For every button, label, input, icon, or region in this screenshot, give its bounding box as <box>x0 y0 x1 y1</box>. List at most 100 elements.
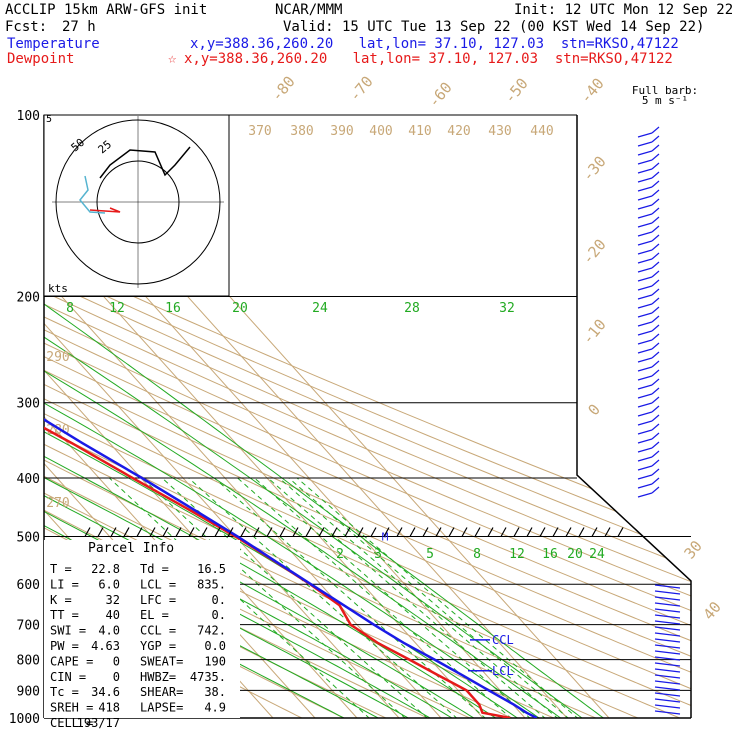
parcel-info-value: 4.0 <box>98 624 120 638</box>
isotherm-label: 40 <box>699 598 724 623</box>
wind-barb-500 <box>162 527 169 537</box>
wind-barb <box>654 632 681 637</box>
isotherm-label: -70 <box>346 73 377 105</box>
wind-barb-flag <box>651 423 660 431</box>
isotherm-label: 30 <box>680 537 705 562</box>
wind-barb-500 <box>539 527 546 537</box>
wind-barb-flag <box>651 144 660 152</box>
wind-barb-500 <box>383 527 390 537</box>
wind-barb <box>654 608 681 613</box>
wind-barb-500 <box>474 527 481 537</box>
wind-barb <box>637 411 653 417</box>
wind-barb-500 <box>305 527 312 537</box>
parcel-info-value: 418 <box>98 701 120 715</box>
wind-barb-flag <box>651 432 660 440</box>
wind-barb <box>637 474 653 480</box>
wind-barb-500 <box>84 527 91 537</box>
wind-barb-500 <box>448 527 455 537</box>
wind-barb-flag <box>651 270 660 278</box>
hodograph-unit-label: kts <box>48 282 68 295</box>
wind-barb <box>654 614 681 619</box>
parcel-info-value: 742. <box>197 624 226 638</box>
wind-barb <box>654 620 681 625</box>
isotherm-label: -50 <box>501 75 532 107</box>
wind-barb <box>637 204 653 210</box>
dry-adiabat-line <box>44 115 328 718</box>
wind-barb-500 <box>110 527 117 537</box>
wind-barb-flag <box>651 171 660 179</box>
wind-barb <box>637 402 653 408</box>
wind-barb <box>637 321 653 327</box>
wind-barb-500 <box>591 527 598 537</box>
wind-barb <box>637 366 653 372</box>
wind-barb-flag <box>651 216 660 224</box>
parcel-info-box <box>44 540 240 718</box>
wind-barb-500 <box>149 527 156 537</box>
theta-label: 440 <box>530 124 553 139</box>
mixing-ratio-label: 16 <box>165 301 181 316</box>
wind-barb <box>637 141 653 147</box>
wind-barb <box>637 249 653 255</box>
isotherm-label: -10 <box>579 316 610 348</box>
wind-barb-500 <box>370 527 377 537</box>
wind-barb-flag <box>651 162 660 170</box>
wind-barb <box>637 276 653 282</box>
parcel-info-value: 6.0 <box>98 577 120 591</box>
isotherm-label: -30 <box>579 153 610 185</box>
wind-barb <box>637 231 653 237</box>
wind-barb-flag <box>651 135 660 143</box>
pressure-tick-label: 200 <box>17 291 40 306</box>
wind-barb-500 <box>279 527 286 537</box>
wind-barb <box>637 483 653 489</box>
wind-barb-500 <box>123 527 130 537</box>
wind-barb <box>654 686 681 691</box>
wind-barb <box>654 650 681 655</box>
parcel-info-key: SREH = <box>50 701 93 715</box>
mixing-ratio-label: 24 <box>312 301 328 316</box>
temperature-profile-line <box>44 418 538 718</box>
pressure-tick-label: 100 <box>17 109 40 124</box>
hodograph-box <box>43 114 230 297</box>
parcel-info-key: T = <box>50 562 72 576</box>
wind-barb-500 <box>214 527 221 537</box>
wind-barb-500 <box>422 527 429 537</box>
parcel-info-value: 16.5 <box>197 562 226 576</box>
wind-barb-flag <box>651 333 660 341</box>
parcel-info-title: Parcel Info <box>88 541 174 556</box>
wind-barb-500 <box>604 527 611 537</box>
wind-barb-flag <box>651 126 660 134</box>
parcel-info-key: K = <box>50 593 72 607</box>
parcel-info-value: 4.9 <box>204 701 226 715</box>
wind-barb-flag <box>651 306 660 314</box>
wind-barb <box>637 132 653 138</box>
mixing-ratio-line <box>278 477 573 718</box>
pressure-tick-label: 300 <box>17 397 40 412</box>
wind-barb <box>637 186 653 192</box>
wind-barb-500 <box>578 527 585 537</box>
dry-adiabat-line <box>44 115 691 718</box>
wind-barb <box>637 294 653 300</box>
wind-barb-500 <box>175 527 182 537</box>
wind-barb <box>654 704 681 709</box>
mixing-ratio-label: 2 <box>336 547 344 562</box>
wind-barb-500 <box>435 527 442 537</box>
parcel-info-value: 0. <box>212 608 226 622</box>
moist-adiabat-line <box>44 162 579 718</box>
theta-label: 280 <box>46 423 69 438</box>
wind-barb-flag <box>651 450 660 458</box>
theta-label: 290 <box>46 350 69 365</box>
dry-adiabat-line <box>44 115 691 718</box>
wind-barb <box>637 357 653 363</box>
fcst-value: 27 h <box>62 19 96 35</box>
dry-adiabat-line <box>44 115 691 718</box>
mixing-ratio-line <box>254 477 545 718</box>
wind-barb <box>637 420 653 426</box>
pressure-tick-label: 900 <box>17 684 40 699</box>
wind-barb <box>654 590 681 595</box>
parcel-info-key: CCL = <box>140 624 176 638</box>
dry-adiabat-line <box>44 115 669 718</box>
wind-barb-group <box>637 126 681 715</box>
parcel-info-value: 190 <box>204 654 226 668</box>
wind-barb-flag <box>651 360 660 368</box>
